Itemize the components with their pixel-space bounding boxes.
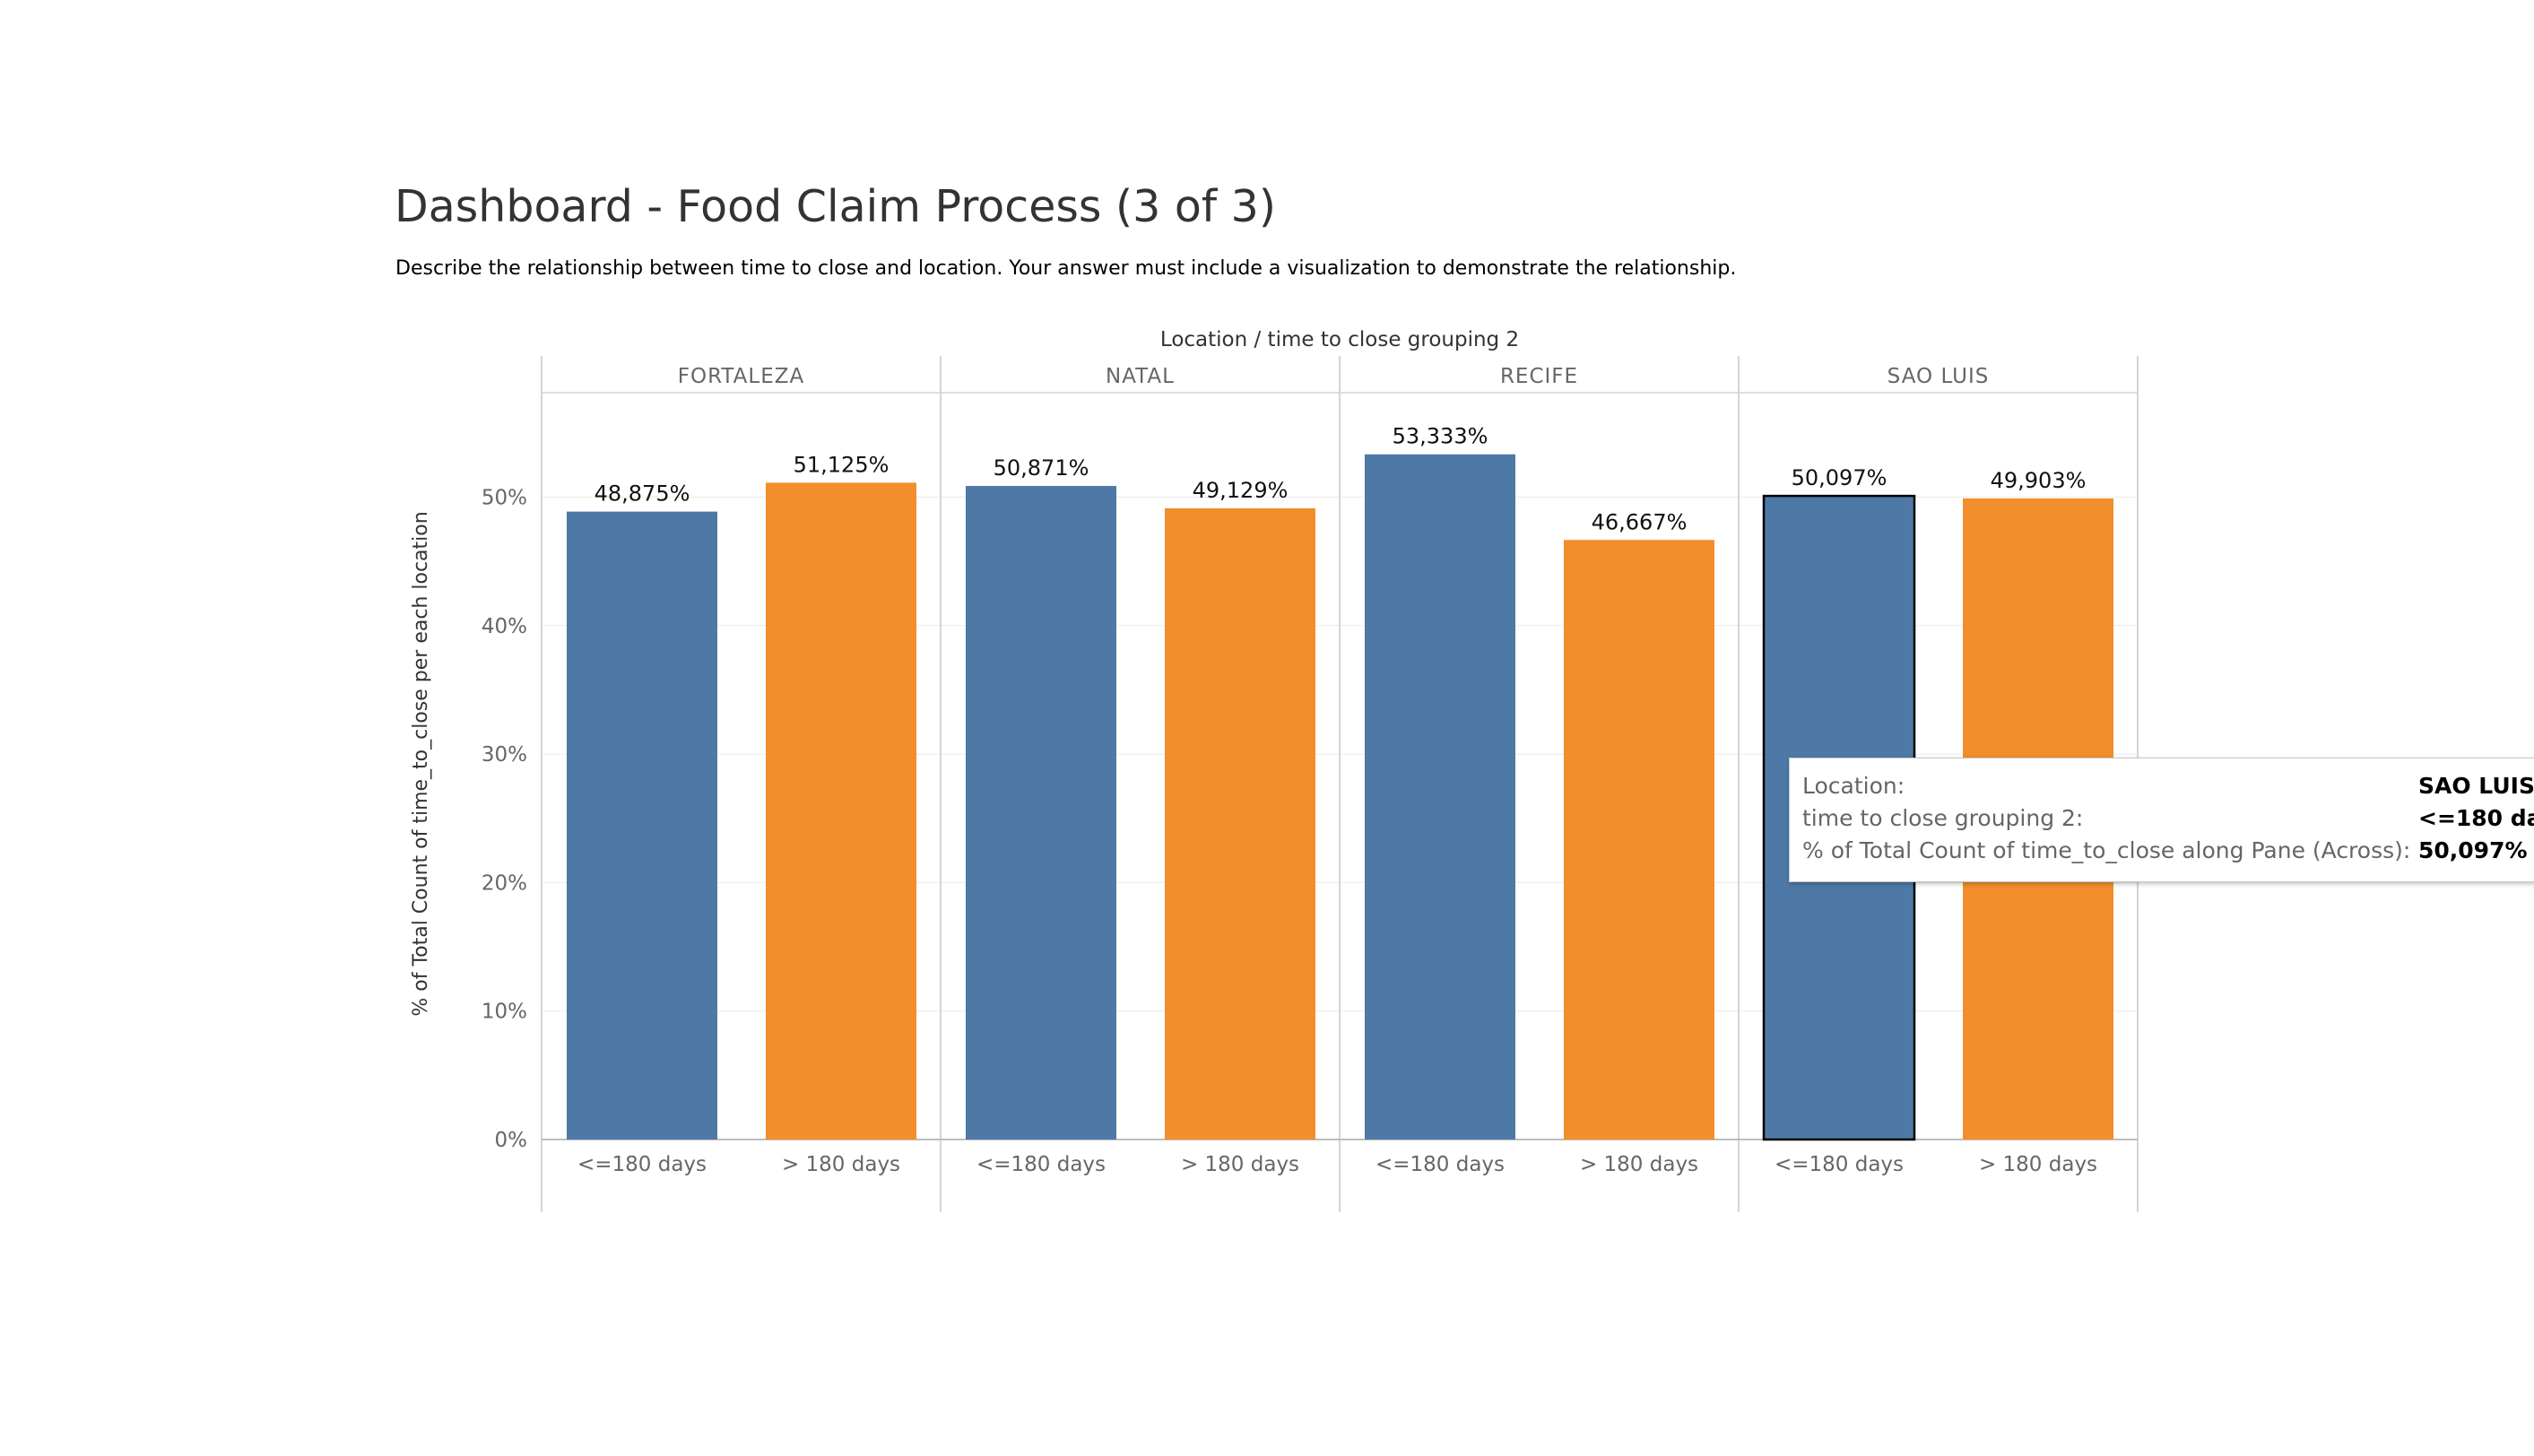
chart-tooltip: Location: SAO LUIS time to close groupin…: [1789, 758, 2534, 882]
bar-natal-gt-180[interactable]: [1165, 507, 1315, 1140]
tooltip-value: 50,097%: [2418, 837, 2528, 863]
tooltip-label: % of Total Count of time_to_close along …: [1802, 837, 2411, 863]
chart-title: Location / time to close grouping 2: [1160, 328, 1519, 351]
tooltip-value: <=180 days: [2418, 805, 2534, 831]
x-tick-label: <=180 days: [976, 1153, 1106, 1176]
y-tick-label: 40%: [482, 615, 527, 638]
x-tick-label: <=180 days: [577, 1153, 707, 1176]
y-tick-label: 0%: [495, 1129, 528, 1152]
bar-fortaleza-le-180[interactable]: [567, 511, 717, 1140]
x-tick-label: > 180 days: [1979, 1153, 2097, 1176]
pane-header-natal: NATAL: [1106, 365, 1175, 388]
bar-recife-le-180[interactable]: [1365, 454, 1515, 1140]
data-label: 49,903%: [1991, 468, 2087, 493]
tooltip-label: time to close grouping 2:: [1802, 805, 2084, 831]
data-label: 50,097%: [1792, 465, 1887, 490]
y-tick-label: 30%: [482, 743, 527, 767]
y-tick-label: 50%: [482, 487, 527, 510]
pane-header-fortaleza: FORTALEZA: [678, 365, 804, 388]
data-label: 51,125%: [794, 452, 890, 477]
data-label: 53,333%: [1393, 424, 1488, 449]
page-title: Dashboard - Food Claim Process (3 of 3): [395, 181, 1276, 232]
y-axis-label: % of Total Count of time_to_close per ea…: [410, 511, 432, 1016]
data-label: 48,875%: [594, 481, 690, 507]
pane-header-recife: RECIFE: [1500, 365, 1578, 388]
x-tick-label: > 180 days: [782, 1153, 900, 1176]
bar-recife-gt-180[interactable]: [1564, 540, 1714, 1140]
data-label: 50,871%: [994, 455, 1089, 481]
x-tick-label: <=180 days: [1775, 1153, 1904, 1176]
y-tick-label: 20%: [482, 871, 527, 895]
y-tick-label: 10%: [482, 1001, 527, 1024]
x-tick-label: <=180 days: [1375, 1153, 1505, 1176]
tooltip-value: SAO LUIS: [2418, 773, 2534, 799]
tooltip-label: Location:: [1802, 773, 1905, 799]
data-label: 49,129%: [1193, 478, 1289, 503]
bar-natal-le-180[interactable]: [966, 486, 1116, 1140]
page-subtitle: Describe the relationship between time t…: [395, 257, 1737, 280]
pane-header-sao-luis: SAO LUIS: [1887, 365, 1990, 388]
data-label: 46,667%: [1592, 509, 1688, 534]
x-tick-label: > 180 days: [1181, 1153, 1299, 1176]
x-tick-label: > 180 days: [1580, 1153, 1698, 1176]
bar-fortaleza-gt-180[interactable]: [766, 482, 916, 1140]
